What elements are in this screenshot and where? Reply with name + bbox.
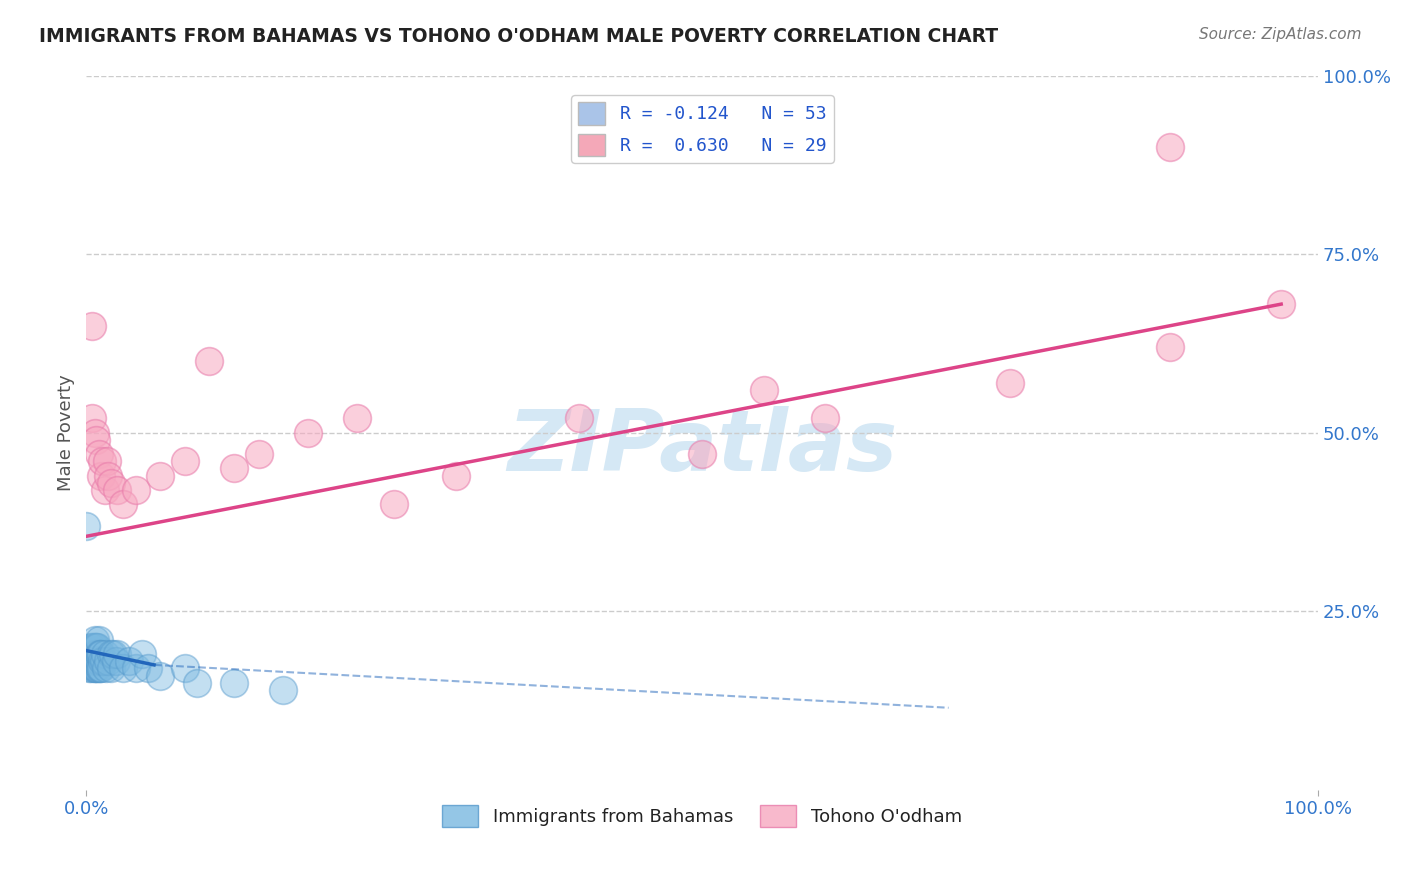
Point bbox=[105, 483, 128, 497]
Point bbox=[86, 654, 108, 668]
Point bbox=[94, 647, 117, 661]
Point bbox=[87, 654, 110, 668]
Point bbox=[136, 661, 159, 675]
Point bbox=[90, 647, 112, 661]
Point bbox=[90, 661, 112, 675]
Point bbox=[86, 661, 108, 675]
Point bbox=[814, 411, 837, 425]
Y-axis label: Male Poverty: Male Poverty bbox=[58, 375, 75, 491]
Point bbox=[82, 647, 104, 661]
Point bbox=[94, 483, 117, 497]
Point bbox=[84, 640, 107, 654]
Point bbox=[568, 411, 591, 425]
Point bbox=[94, 661, 117, 675]
Point bbox=[97, 654, 120, 668]
Point bbox=[84, 654, 107, 668]
Point bbox=[91, 454, 114, 468]
Point bbox=[79, 647, 101, 661]
Point bbox=[84, 654, 107, 668]
Point bbox=[118, 654, 141, 668]
Point bbox=[273, 682, 295, 697]
Point bbox=[100, 661, 122, 675]
Point bbox=[83, 654, 105, 668]
Point bbox=[998, 376, 1021, 390]
Point bbox=[89, 661, 111, 675]
Point bbox=[173, 454, 195, 468]
Point bbox=[87, 647, 110, 661]
Point bbox=[97, 468, 120, 483]
Point bbox=[224, 461, 246, 475]
Text: ZIPatlas: ZIPatlas bbox=[508, 406, 897, 489]
Point bbox=[149, 468, 172, 483]
Point bbox=[96, 454, 118, 468]
Point bbox=[124, 661, 146, 675]
Point bbox=[82, 640, 104, 654]
Point bbox=[131, 647, 153, 661]
Point bbox=[87, 632, 110, 647]
Point bbox=[382, 497, 405, 511]
Point bbox=[247, 447, 270, 461]
Point bbox=[752, 383, 775, 397]
Text: Source: ZipAtlas.com: Source: ZipAtlas.com bbox=[1198, 27, 1361, 42]
Point bbox=[79, 654, 101, 668]
Point bbox=[100, 475, 122, 490]
Point bbox=[84, 640, 107, 654]
Point bbox=[80, 640, 103, 654]
Point bbox=[103, 647, 125, 661]
Point bbox=[1270, 297, 1292, 311]
Legend: Immigrants from Bahamas, Tohono O'odham: Immigrants from Bahamas, Tohono O'odham bbox=[434, 798, 969, 835]
Point bbox=[83, 661, 105, 675]
Point bbox=[100, 647, 122, 661]
Point bbox=[1159, 340, 1181, 354]
Point bbox=[87, 661, 110, 675]
Point bbox=[124, 483, 146, 497]
Point bbox=[84, 632, 107, 647]
Point bbox=[105, 647, 128, 661]
Point bbox=[90, 468, 112, 483]
Point bbox=[93, 654, 115, 668]
Point bbox=[297, 425, 319, 440]
Point bbox=[112, 497, 135, 511]
Point bbox=[84, 433, 107, 447]
Point bbox=[89, 647, 111, 661]
Point bbox=[198, 354, 221, 368]
Point bbox=[83, 640, 105, 654]
Point bbox=[86, 640, 108, 654]
Point bbox=[186, 675, 208, 690]
Point bbox=[346, 411, 368, 425]
Point bbox=[84, 661, 107, 675]
Point bbox=[149, 668, 172, 682]
Point bbox=[77, 661, 100, 675]
Point bbox=[82, 654, 104, 668]
Point bbox=[1159, 140, 1181, 154]
Point bbox=[84, 425, 107, 440]
Point bbox=[690, 447, 713, 461]
Point bbox=[444, 468, 467, 483]
Point bbox=[84, 647, 107, 661]
Point bbox=[80, 661, 103, 675]
Point bbox=[87, 447, 110, 461]
Point bbox=[224, 675, 246, 690]
Text: IMMIGRANTS FROM BAHAMAS VS TOHONO O'ODHAM MALE POVERTY CORRELATION CHART: IMMIGRANTS FROM BAHAMAS VS TOHONO O'ODHA… bbox=[39, 27, 998, 45]
Point bbox=[82, 411, 104, 425]
Point bbox=[112, 661, 135, 675]
Point bbox=[91, 654, 114, 668]
Point bbox=[84, 661, 107, 675]
Point bbox=[75, 518, 97, 533]
Point bbox=[82, 318, 104, 333]
Point bbox=[83, 647, 105, 661]
Point bbox=[84, 647, 107, 661]
Point bbox=[173, 661, 195, 675]
Point bbox=[104, 654, 127, 668]
